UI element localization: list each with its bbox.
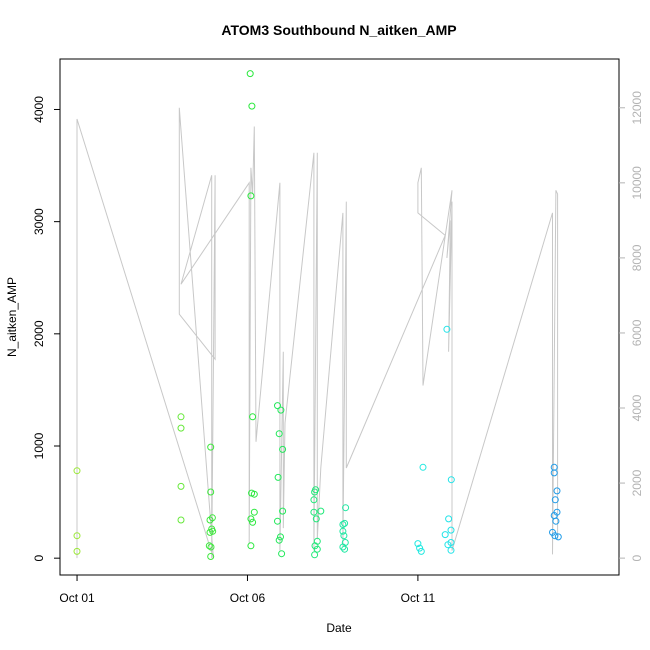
data-point-41	[312, 515, 320, 523]
data-point-30	[279, 445, 287, 453]
y-tick-label-0: 0	[32, 555, 46, 562]
data-point-49	[339, 521, 347, 528]
x-tick-label-1: Oct 06	[230, 591, 266, 605]
data-point-26	[247, 542, 255, 550]
data-point-18	[248, 102, 256, 110]
data-point-45	[313, 545, 321, 553]
data-points	[73, 70, 562, 560]
y2-tick-label-0: 0	[630, 554, 644, 561]
data-point-32	[279, 507, 287, 515]
data-point-42	[310, 496, 318, 504]
data-point-7	[207, 443, 215, 451]
data-point-76	[554, 533, 562, 541]
data-point-70	[551, 496, 559, 504]
data-point-14	[207, 543, 215, 551]
data-point-65	[444, 541, 452, 549]
data-point-56	[414, 540, 422, 548]
data-point-33	[274, 517, 281, 525]
data-point-63	[441, 531, 449, 539]
data-point-51	[340, 532, 348, 540]
y-tick-label-1: 1000	[32, 432, 46, 459]
data-point-53	[339, 543, 347, 551]
data-point-54	[341, 545, 349, 553]
data-point-6	[177, 516, 185, 524]
data-point-68	[550, 469, 558, 477]
data-point-46	[311, 551, 319, 559]
x-tick-label-0: Oct 01	[59, 591, 95, 605]
data-point-4	[177, 424, 185, 432]
data-point-62	[447, 526, 455, 534]
x-axis-label: Date	[326, 621, 352, 635]
data-point-47	[342, 504, 350, 512]
data-point-20	[249, 413, 257, 421]
data-point-69	[553, 487, 561, 495]
y-axis-label: N_aitken_AMP	[5, 277, 19, 357]
data-point-17	[246, 70, 254, 78]
y2-tick-label-6: 12000	[630, 91, 644, 125]
data-point-9	[206, 516, 214, 524]
data-point-5	[177, 482, 185, 490]
y2-line-path	[76, 107, 559, 559]
data-point-36	[278, 550, 286, 558]
data-point-8	[207, 488, 215, 496]
x-tick-label-2: Oct 11	[401, 591, 436, 605]
data-point-28	[277, 406, 285, 414]
data-point-22	[250, 490, 258, 498]
data-point-2	[73, 547, 81, 555]
data-point-23	[250, 508, 258, 516]
y2-tick-label-3: 6000	[630, 319, 644, 346]
data-point-31	[274, 473, 282, 481]
data-point-39	[310, 508, 318, 516]
y-tick-label-2: 2000	[32, 320, 46, 347]
y-tick-label-3: 3000	[32, 208, 46, 235]
data-point-59	[443, 325, 451, 333]
data-point-75	[551, 532, 559, 540]
data-point-34	[277, 533, 284, 541]
x-axis: Oct 01 Oct 06 Oct 11	[59, 575, 435, 605]
plot-area	[59, 58, 620, 576]
y2-tick-label-4: 8000	[630, 244, 644, 271]
data-point-19	[247, 192, 255, 200]
data-point-40	[317, 507, 325, 515]
data-point-48	[341, 519, 349, 527]
data-point-58	[417, 547, 425, 555]
data-point-15	[205, 542, 213, 550]
data-point-61	[445, 515, 453, 523]
data-point-13	[209, 527, 217, 535]
data-point-24	[247, 515, 255, 523]
y2-series-line	[76, 107, 559, 559]
data-point-0	[73, 467, 81, 475]
data-point-27	[274, 402, 281, 410]
data-point-73	[552, 517, 560, 525]
data-point-10	[208, 514, 216, 522]
data-point-50	[339, 527, 347, 535]
y-tick-label-4: 4000	[32, 96, 46, 123]
data-point-25	[249, 518, 257, 526]
y-axis-left: 0 1000 2000 3000 4000	[32, 96, 60, 562]
y2-tick-label-2: 4000	[630, 394, 644, 421]
data-point-60	[447, 476, 455, 484]
data-point-57	[416, 544, 424, 552]
data-point-29	[275, 430, 283, 438]
data-point-35	[275, 536, 283, 544]
data-point-38	[311, 488, 319, 496]
y2-tick-label-5: 10000	[630, 166, 644, 200]
y2-tick-label-1: 2000	[630, 469, 644, 496]
y-axis-right: 0 2000 4000 6000 8000 10000 12000	[619, 91, 644, 561]
data-point-3	[177, 413, 185, 421]
data-point-1	[73, 532, 81, 540]
data-point-16	[207, 553, 215, 560]
data-point-66	[447, 546, 455, 554]
chart-title: ATOM3 Southbound N_aitken_AMP	[221, 22, 456, 38]
data-point-55	[419, 463, 427, 471]
